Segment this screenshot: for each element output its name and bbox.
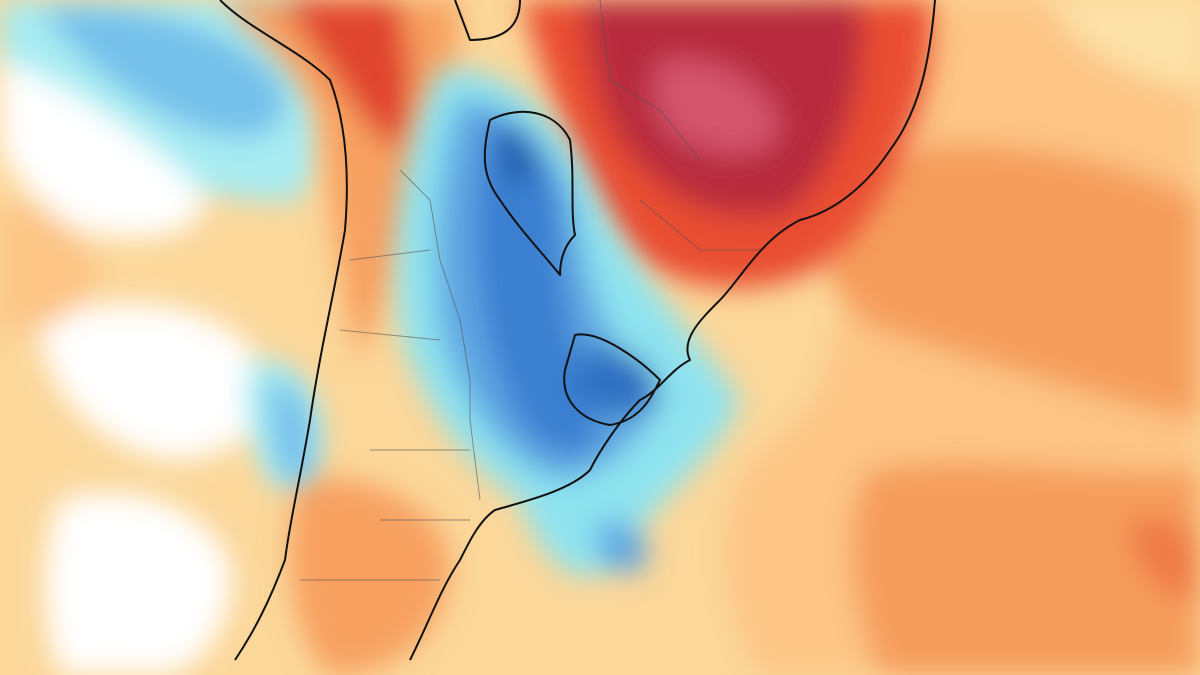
cold-anomaly	[270, 68, 740, 577]
coastlines	[219, 0, 936, 661]
borders	[300, 0, 760, 581]
warm-land-field	[220, 0, 932, 675]
left-ocean-field	[0, 0, 320, 675]
warm-ocean-field	[725, 0, 1200, 675]
